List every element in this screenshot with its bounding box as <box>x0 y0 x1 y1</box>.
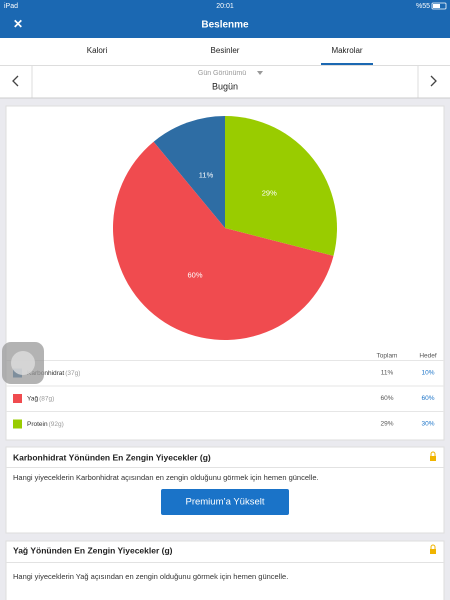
goal: 60% <box>421 395 434 402</box>
device: iPad <box>4 3 18 10</box>
battery-icon <box>431 2 447 10</box>
prev-day[interactable] <box>12 75 19 87</box>
close-button[interactable]: ✕ <box>13 17 23 31</box>
macro-name: Protein <box>27 421 48 428</box>
assistive-touch-dot[interactable] <box>11 351 35 375</box>
legend-name: Karbonhidrat(37g) <box>27 370 80 377</box>
tab[interactable]: Kalori <box>87 46 108 55</box>
slice-label: 29% <box>262 189 277 198</box>
section-text: Hangi yiyeceklerin Yağ açısından en zeng… <box>13 572 288 581</box>
goal: 30% <box>421 421 434 428</box>
section-title: Karbonhidrat Yönünden En Zengin Yiyecekl… <box>13 452 211 462</box>
macro-amount: (92g) <box>49 421 64 428</box>
total: 29% <box>380 421 393 428</box>
battery: %55 <box>416 3 430 10</box>
macro-name: Yağ <box>27 395 38 402</box>
lock-icon <box>430 456 436 461</box>
tab-active[interactable]: Makrolar <box>331 46 362 55</box>
tab[interactable]: Besinler <box>211 46 240 55</box>
section-title: Yağ Yönünden En Zengin Yiyecekler (g) <box>13 545 173 555</box>
next-day[interactable] <box>430 75 437 87</box>
macro-amount: (37g) <box>65 370 80 377</box>
upgrade-button-label[interactable]: Premium’a Yükselt <box>185 497 264 508</box>
column-header: Hedef <box>419 353 437 360</box>
slice-label: 11% <box>199 170 214 179</box>
section-text: Hangi yiyeceklerin Karbonhidrat açısında… <box>13 473 319 482</box>
slice-label: 60% <box>187 270 202 279</box>
legend-name: Yağ(87g) <box>27 395 54 402</box>
column-header: Toplam <box>377 353 398 360</box>
day-view-label[interactable]: Gün Görünümü <box>198 70 246 77</box>
legend-name: Protein(92g) <box>27 421 64 428</box>
lock-icon <box>430 544 436 549</box>
day: Bugün <box>212 81 238 91</box>
total: 11% <box>381 370 394 377</box>
top-bar <box>0 0 450 38</box>
pie-slice <box>225 116 338 256</box>
upgrade-button[interactable] <box>161 489 289 515</box>
lock-icon <box>430 549 436 554</box>
time: 20:01 <box>216 3 234 10</box>
legend-swatch <box>13 394 22 403</box>
pie: 11% 60% 29% <box>113 116 338 340</box>
legend-table: Toplam Hedef Karbonhidrat(37g) 11% 10% Yağ(87… <box>6 353 444 429</box>
pie-slice <box>153 116 225 228</box>
tab-underline <box>321 63 373 65</box>
lock-icon <box>430 451 436 456</box>
pie-slice <box>113 141 334 340</box>
battery-level <box>433 4 440 8</box>
header-title: Beslenme <box>201 20 249 31</box>
dropdown-arrow <box>257 71 263 75</box>
macro-amount: (87g) <box>39 395 54 402</box>
section-card <box>5 540 445 600</box>
legend-swatch <box>13 419 22 429</box>
macro-name: Karbonhidrat <box>27 370 64 377</box>
total: 60% <box>380 395 393 402</box>
nav-area <box>0 38 450 98</box>
goal: 10% <box>421 370 434 377</box>
